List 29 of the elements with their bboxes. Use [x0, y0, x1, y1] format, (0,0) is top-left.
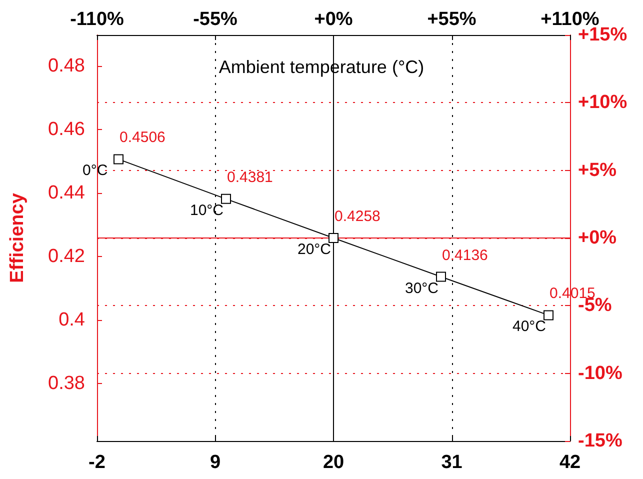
data-label: 0.4258: [334, 208, 380, 225]
x-tick-label: -2: [88, 452, 106, 473]
data-label: 0.4136: [442, 246, 488, 264]
y2-tick-label: -15%: [578, 430, 622, 452]
data-label: 0.4506: [120, 129, 166, 146]
y-tick-label: 0.46: [48, 118, 85, 140]
y-tick-label: 0.48: [48, 55, 85, 76]
x-tick-label: 31: [441, 452, 463, 473]
x2-tick-label: -110%: [70, 9, 124, 30]
y-axis-title: Efficiency: [7, 192, 28, 283]
y-tick-label: 0.4: [58, 309, 86, 330]
y-tick-label: 0.38: [48, 373, 85, 394]
annotation: 40°C: [512, 318, 546, 336]
data-label: 0.4381: [227, 168, 273, 186]
y2-tick-label: -10%: [578, 362, 622, 384]
y2-tick-label: +5%: [578, 160, 617, 181]
x2-tick-label: -55%: [193, 9, 238, 30]
annotation: 20°C: [298, 241, 332, 258]
x-tick-label: 42: [559, 452, 581, 473]
annotation: 10°C: [190, 202, 224, 219]
y-tick-label: 0.44: [48, 182, 86, 204]
x2-tick-label: +55%: [427, 9, 476, 30]
y-tick-label: 0.42: [48, 246, 85, 267]
y2-tick-label: +10%: [578, 92, 628, 114]
annotation: 30°C: [405, 280, 439, 297]
x2-tick-label: +0%: [314, 9, 353, 30]
y2-tick-label: +0%: [578, 228, 617, 248]
x-tick-label: 20: [322, 452, 344, 473]
x-tick-label: 9: [210, 452, 221, 473]
